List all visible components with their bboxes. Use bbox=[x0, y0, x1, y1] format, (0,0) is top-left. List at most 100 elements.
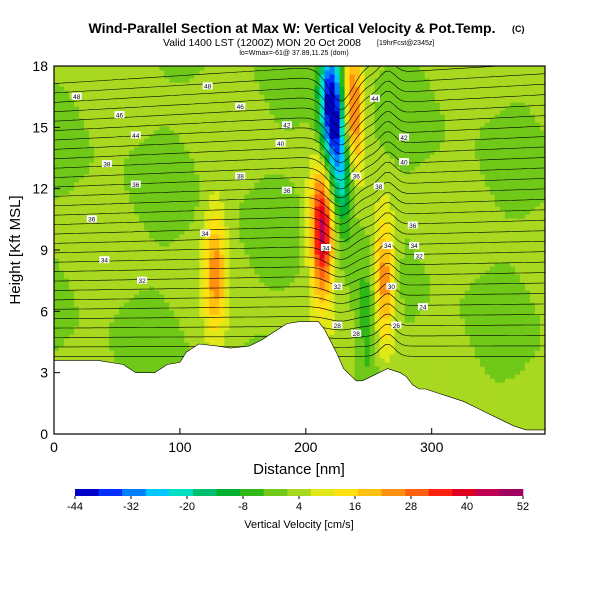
velocity-cell bbox=[124, 298, 130, 303]
velocity-cell bbox=[89, 82, 95, 87]
velocity-cell bbox=[309, 270, 316, 275]
velocity-cell bbox=[309, 226, 316, 231]
velocity-cell bbox=[74, 198, 80, 203]
velocity-cell bbox=[104, 142, 110, 147]
velocity-cell bbox=[154, 198, 160, 203]
velocity-cell bbox=[314, 230, 321, 235]
velocity-cell bbox=[244, 278, 250, 283]
velocity-cell bbox=[134, 178, 140, 183]
velocity-cell bbox=[109, 294, 115, 299]
velocity-cell bbox=[159, 214, 165, 219]
velocity-cell bbox=[179, 310, 185, 315]
velocity-cell bbox=[214, 290, 220, 295]
velocity-cell bbox=[244, 270, 250, 275]
velocity-cell bbox=[259, 174, 266, 179]
velocity-cell bbox=[119, 154, 125, 159]
velocity-cell bbox=[264, 182, 271, 187]
velocity-cell bbox=[144, 366, 150, 371]
velocity-cell bbox=[184, 74, 190, 79]
velocity-cell bbox=[224, 142, 230, 147]
velocity-cell bbox=[309, 170, 316, 175]
velocity-cell bbox=[159, 202, 165, 207]
velocity-cell bbox=[304, 306, 311, 311]
velocity-cell bbox=[274, 262, 281, 267]
velocity-cell bbox=[189, 210, 195, 215]
velocity-cell bbox=[269, 174, 276, 179]
velocity-cell bbox=[224, 326, 230, 331]
velocity-cell bbox=[269, 214, 276, 219]
velocity-cell bbox=[174, 154, 180, 159]
velocity-cell bbox=[209, 222, 215, 227]
velocity-cell bbox=[209, 66, 215, 71]
velocity-cell bbox=[219, 126, 225, 131]
velocity-cell bbox=[154, 282, 160, 287]
velocity-cell bbox=[249, 170, 256, 175]
velocity-cell bbox=[199, 162, 205, 167]
velocity-cell bbox=[134, 82, 140, 87]
velocity-cell bbox=[124, 118, 130, 123]
velocity-cell bbox=[154, 218, 160, 223]
velocity-cell bbox=[124, 238, 130, 243]
velocity-cell bbox=[104, 314, 110, 319]
velocity-cell bbox=[249, 258, 256, 263]
velocity-cell bbox=[104, 150, 110, 155]
velocity-cell bbox=[279, 174, 286, 179]
velocity-cell bbox=[139, 166, 145, 171]
velocity-cell bbox=[274, 238, 281, 243]
velocity-cell bbox=[184, 246, 190, 251]
velocity-cell bbox=[184, 278, 190, 283]
velocity-cell bbox=[254, 150, 261, 155]
velocity-cell bbox=[319, 254, 326, 259]
velocity-cell bbox=[239, 170, 245, 175]
velocity-cell bbox=[284, 306, 291, 311]
velocity-cell bbox=[239, 194, 245, 199]
velocity-cell bbox=[74, 302, 80, 307]
velocity-cell bbox=[294, 90, 301, 95]
velocity-cell bbox=[234, 298, 240, 303]
velocity-cell bbox=[264, 222, 271, 227]
velocity-cell bbox=[309, 250, 316, 255]
velocity-cell bbox=[314, 106, 321, 111]
velocity-cell bbox=[319, 182, 326, 187]
velocity-cell bbox=[219, 82, 225, 87]
velocity-cell bbox=[109, 342, 115, 347]
velocity-cell bbox=[179, 334, 185, 339]
velocity-cell bbox=[169, 174, 175, 179]
velocity-cell bbox=[224, 138, 230, 143]
velocity-cell bbox=[259, 254, 266, 259]
velocity-cell bbox=[134, 250, 140, 255]
velocity-cell bbox=[204, 274, 210, 279]
velocity-cell bbox=[189, 270, 195, 275]
velocity-cell bbox=[139, 222, 145, 227]
velocity-cell bbox=[304, 270, 311, 275]
velocity-cell bbox=[264, 250, 271, 255]
velocity-cell bbox=[54, 330, 60, 335]
velocity-cell bbox=[154, 298, 160, 303]
velocity-cell bbox=[254, 70, 261, 75]
velocity-cell bbox=[159, 210, 165, 215]
velocity-cell bbox=[59, 242, 65, 247]
velocity-cell bbox=[274, 242, 281, 247]
velocity-cell bbox=[259, 182, 266, 187]
velocity-cell bbox=[134, 234, 140, 239]
velocity-cell bbox=[59, 146, 65, 151]
velocity-cell bbox=[104, 338, 110, 343]
velocity-cell bbox=[144, 238, 150, 243]
velocity-cell bbox=[184, 162, 190, 167]
velocity-cell bbox=[239, 282, 245, 287]
velocity-cell bbox=[54, 122, 60, 127]
velocity-cell bbox=[64, 134, 70, 139]
velocity-cell bbox=[194, 138, 200, 143]
velocity-cell bbox=[219, 210, 225, 215]
velocity-cell bbox=[114, 98, 120, 103]
velocity-cell bbox=[274, 302, 281, 307]
velocity-cell bbox=[264, 242, 271, 247]
velocity-cell bbox=[224, 122, 230, 127]
velocity-cell bbox=[79, 282, 85, 287]
velocity-cell bbox=[219, 94, 225, 99]
velocity-cell bbox=[279, 162, 286, 167]
velocity-cell bbox=[314, 182, 321, 187]
velocity-cell bbox=[144, 74, 150, 79]
velocity-cell bbox=[209, 214, 215, 219]
velocity-cell bbox=[174, 206, 180, 211]
